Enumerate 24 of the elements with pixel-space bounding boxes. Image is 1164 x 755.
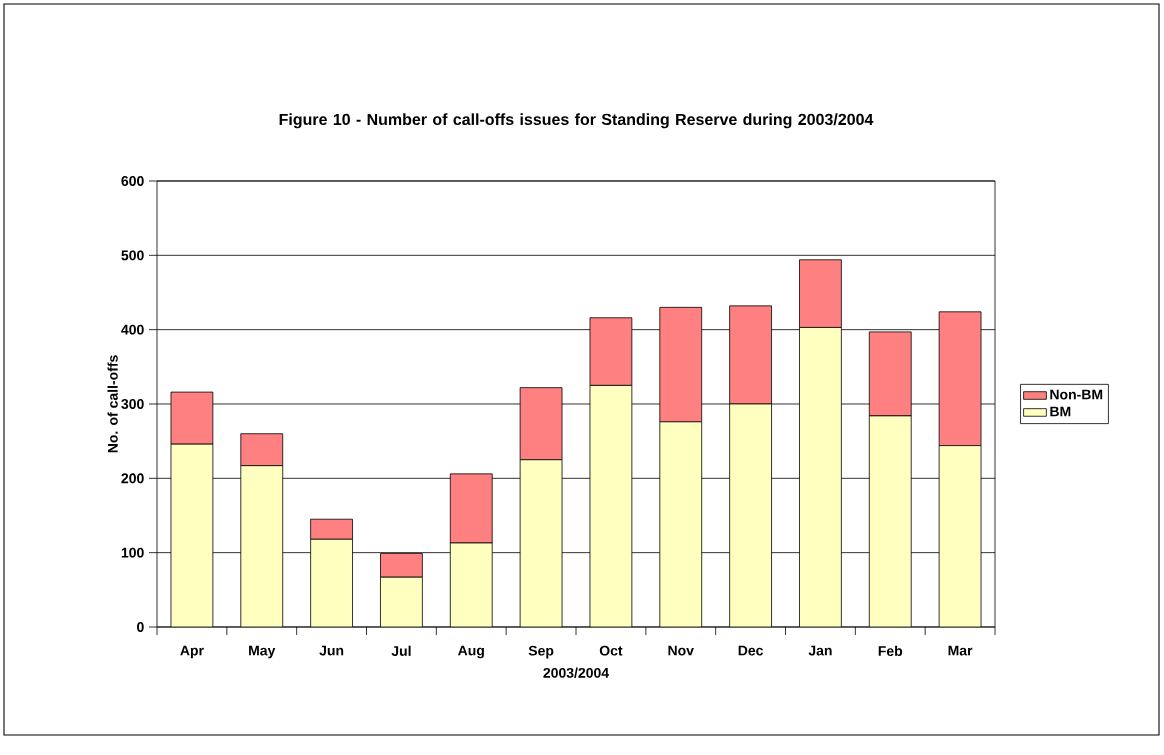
x-tick-label: Oct <box>599 645 623 656</box>
y-tick-label: 400 <box>121 324 144 335</box>
y-tick-label: 100 <box>121 547 144 558</box>
x-tick-label: Jun <box>319 645 344 656</box>
legend-label: BM <box>1050 406 1071 417</box>
legend-label: Non-BM <box>1050 389 1103 400</box>
x-axis-title: 2003/2004 <box>543 667 609 678</box>
y-axis-title: No. of call-offs <box>107 355 118 453</box>
x-tick-label: Sep <box>528 645 554 659</box>
x-tick-label: Jul <box>391 645 411 656</box>
x-tick-label: Aug <box>458 645 484 659</box>
x-tick-label: Feb <box>878 645 903 656</box>
x-tick-label: Apr <box>180 645 204 659</box>
x-tick-label: Mar <box>948 645 973 656</box>
chart-title: Figure 10 - Number of call-offs issues for Standing Reserve during 2003/2004 <box>279 113 874 129</box>
y-tick-label: 500 <box>121 250 144 261</box>
x-tick-label: May <box>249 645 276 659</box>
y-tick-label: 300 <box>121 399 144 409</box>
x-tick-label: Dec <box>738 645 763 656</box>
x-tick-label: Jan <box>808 645 832 656</box>
y-tick-label: 600 <box>121 176 144 186</box>
y-tick-label: 0 <box>137 622 144 632</box>
x-tick-label: Nov <box>668 645 694 656</box>
y-tick-label: 200 <box>121 473 144 484</box>
